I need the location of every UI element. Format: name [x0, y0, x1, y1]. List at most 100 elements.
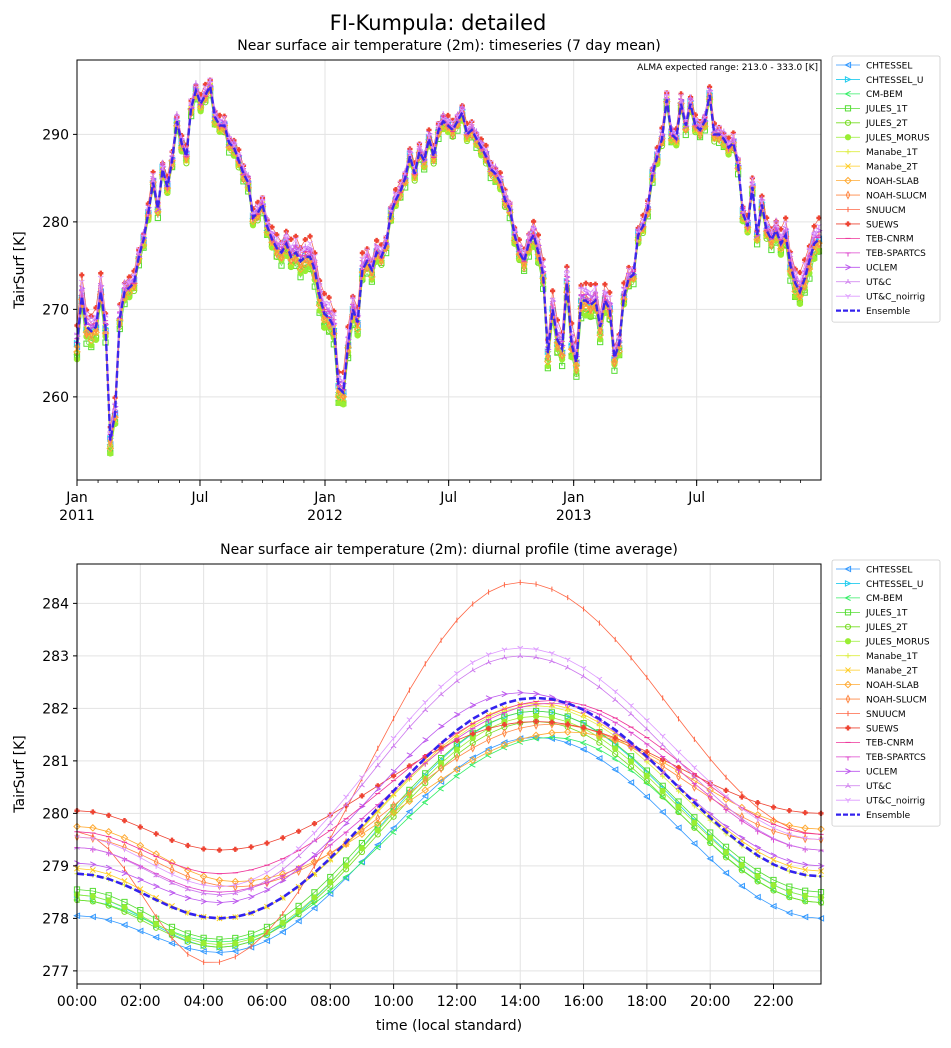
data-point: [738, 816, 745, 822]
legend-label: UCLEM: [866, 264, 897, 274]
chart-1-series: [73, 77, 823, 457]
data-point: [450, 130, 456, 140]
data-point: [200, 898, 208, 905]
legend-marker: [845, 653, 851, 659]
data-point: [302, 245, 309, 251]
chart-1-title: Near surface air temperature (2m): times…: [237, 38, 661, 54]
series-chtessel: [73, 85, 823, 448]
data-point: [521, 262, 527, 272]
data-point: [802, 866, 809, 873]
legend-item-utandc: UT&C: [836, 278, 891, 288]
data-point: [196, 103, 205, 111]
data-point: [295, 853, 302, 859]
data-point: [295, 846, 302, 851]
data-point: [587, 289, 594, 295]
data-point: [802, 810, 808, 816]
data-point: [628, 731, 634, 736]
data-point: [533, 718, 539, 725]
chart-2-title: Near surface air temperature (2m): diurn…: [220, 542, 678, 558]
data-point: [643, 726, 650, 732]
data-point: [565, 708, 571, 714]
data-point: [264, 870, 270, 876]
data-point: [438, 745, 444, 751]
ytick-label: 280: [42, 215, 69, 231]
data-point: [532, 731, 540, 740]
data-point: [738, 806, 745, 812]
series-jules-2t: [73, 718, 825, 951]
data-point: [753, 811, 762, 819]
data-point: [216, 899, 224, 906]
data-point: [578, 286, 585, 292]
data-point: [611, 766, 619, 774]
data-point: [595, 731, 604, 740]
data-point: [121, 904, 128, 911]
data-point: [674, 824, 682, 832]
data-point: [583, 280, 589, 286]
data-point: [264, 886, 271, 894]
xtick-label: 16:00: [563, 994, 603, 1010]
data-point: [580, 714, 587, 720]
data-point: [359, 825, 365, 836]
data-point: [438, 691, 444, 697]
data-point: [374, 755, 381, 761]
data-point: [87, 336, 96, 345]
data-point: [88, 323, 95, 330]
data-point: [159, 164, 166, 170]
data-point: [374, 785, 382, 793]
data-point: [592, 281, 599, 287]
data-point: [390, 735, 397, 741]
data-point: [374, 827, 381, 834]
data-point: [279, 866, 286, 872]
data-point: [453, 772, 460, 779]
legend-label: UT&C_noirrig: [866, 797, 925, 807]
data-point: [691, 765, 698, 770]
data-point: [602, 281, 608, 287]
data-point: [533, 647, 539, 652]
data-point: [797, 290, 803, 300]
data-point: [548, 729, 556, 737]
data-point: [288, 236, 294, 242]
ytick-label: 260: [42, 390, 69, 406]
data-point: [818, 862, 825, 869]
data-point: [88, 319, 95, 325]
data-point: [723, 787, 729, 794]
data-point: [488, 169, 494, 179]
data-point: [453, 765, 461, 774]
xtick-label: 22:00: [753, 994, 793, 1010]
series-teb-spartcs: [74, 80, 822, 443]
data-point: [687, 94, 694, 100]
data-point: [89, 846, 96, 852]
data-point: [232, 883, 239, 888]
data-point: [74, 860, 81, 867]
ytick-label: 277: [42, 964, 69, 980]
data-point: [470, 731, 476, 737]
data-point: [697, 130, 703, 140]
data-point: [197, 108, 204, 115]
data-point: [201, 846, 207, 852]
legend-label: CHTESSEL_U: [866, 76, 923, 86]
data-point: [449, 119, 456, 125]
data-point: [438, 723, 445, 730]
series-line-noah-slucm: [76, 723, 822, 888]
data-point: [445, 112, 451, 119]
data-point: [621, 287, 627, 293]
data-point: [535, 232, 541, 238]
data-point: [249, 217, 257, 226]
data-point: [420, 162, 429, 170]
data-point: [358, 845, 366, 852]
data-point: [184, 886, 191, 892]
data-point: [105, 864, 113, 871]
data-point: [231, 143, 237, 148]
xtick-label: 10:00: [373, 994, 413, 1010]
data-point: [612, 358, 617, 368]
data-point: [121, 817, 128, 824]
data-point: [216, 884, 223, 890]
data-point: [611, 755, 619, 762]
data-point: [232, 890, 239, 896]
data-point: [82, 328, 91, 337]
xtick-label: 12:00: [437, 994, 477, 1010]
data-point: [207, 77, 214, 83]
data-point: [310, 904, 318, 912]
legend-label: TEB-SPARTCS: [865, 753, 926, 763]
series-chtessel-u: [73, 84, 823, 442]
